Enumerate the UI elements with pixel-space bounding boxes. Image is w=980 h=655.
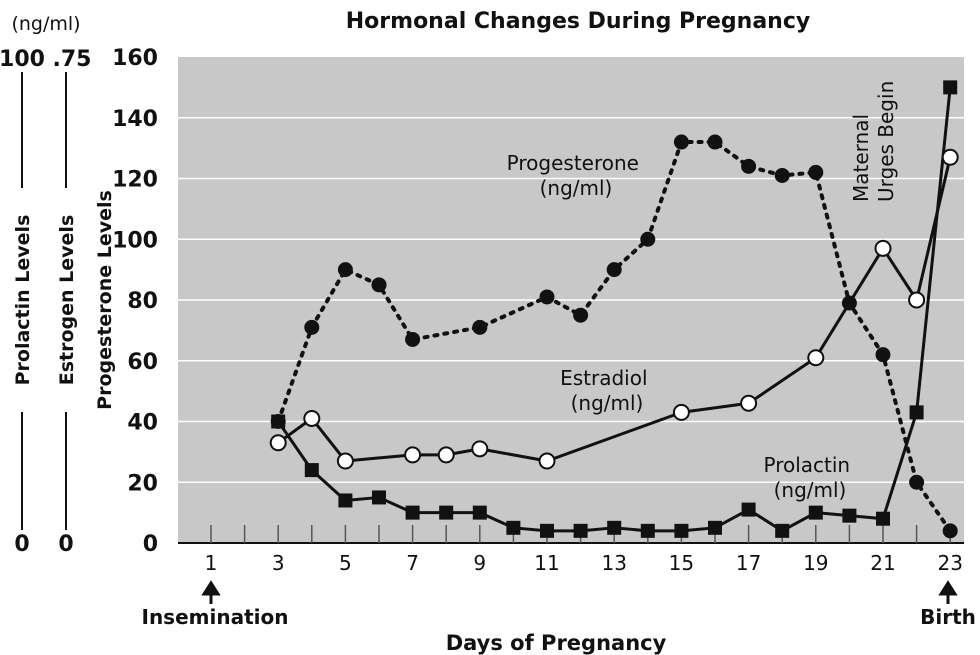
- prolactin-point: [640, 523, 655, 538]
- prolactin-point: [405, 505, 420, 520]
- x-tick-label: 21: [870, 551, 895, 575]
- birth-marker: Birth: [920, 580, 976, 629]
- prolactin-point: [506, 520, 521, 535]
- prolactin-axis-label: Prolactin Levels: [12, 215, 34, 386]
- progesterone-point: [337, 262, 353, 278]
- progesterone-point: [741, 158, 757, 174]
- y-tick-label: 160: [112, 46, 158, 71]
- maternal-urges-line-2: Urges Begin: [874, 81, 898, 202]
- y-axis-ticks: 0 20 40 60 80 100 120 140 160: [112, 46, 158, 557]
- y-tick-label: 40: [127, 411, 158, 436]
- prolactin-point: [909, 405, 924, 420]
- prolactin-point: [943, 80, 958, 95]
- prolactin-point: [741, 502, 756, 517]
- prolactin-point: [607, 520, 622, 535]
- estradiol-point: [908, 291, 926, 309]
- prolactin-point: [472, 505, 487, 520]
- progesterone-point: [606, 262, 622, 278]
- prolactin-point: [775, 523, 790, 538]
- prolactin-point: [573, 523, 588, 538]
- y-tick-label: 80: [127, 289, 158, 314]
- x-tick-label: 17: [736, 551, 761, 575]
- progesterone-point: [640, 231, 656, 247]
- prolactin-axis-top: 100: [0, 47, 45, 72]
- x-tick-label: 5: [339, 551, 352, 575]
- estradiol-point: [303, 409, 321, 427]
- progesterone-point: [774, 167, 790, 183]
- progesterone-point: [909, 474, 925, 490]
- progesterone-point: [875, 347, 891, 363]
- estrogen-axis-top: .75: [53, 47, 92, 72]
- maternal-urges-line-1: Maternal: [849, 114, 873, 202]
- x-tick-label: 23: [937, 551, 962, 575]
- chart-title: Hormonal Changes During Pregnancy: [346, 9, 810, 34]
- prolactin-point: [708, 520, 722, 535]
- prolactin-point: [540, 523, 554, 538]
- progesterone-point: [304, 319, 320, 335]
- prolactin-point: [338, 493, 353, 508]
- x-axis-label: Days of Pregnancy: [446, 631, 667, 655]
- prolactin-point: [808, 505, 823, 520]
- estradiol-point: [874, 239, 892, 257]
- progesterone-point: [707, 134, 723, 150]
- estradiol-point: [336, 452, 354, 470]
- progesterone-point: [405, 331, 421, 347]
- birth-label: Birth: [920, 605, 976, 629]
- estradiol-label: Estradiol (ng/ml): [560, 366, 654, 415]
- estradiol-point: [672, 403, 690, 421]
- y-tick-label: 20: [127, 471, 158, 496]
- x-tick-label: 1: [205, 551, 218, 575]
- estradiol-point: [941, 148, 959, 166]
- progesterone-point: [472, 319, 488, 335]
- progesterone-axis-label: Progesterone Levels: [94, 190, 116, 410]
- estradiol-point: [404, 446, 422, 464]
- estradiol-point: [437, 446, 455, 464]
- prolactin-point: [439, 505, 454, 520]
- prolactin-point: [271, 414, 286, 429]
- unit-label: (ng/ml): [11, 13, 80, 35]
- estradiol-point: [740, 394, 758, 412]
- estrogen-axis-label: Estrogen Levels: [56, 215, 78, 386]
- progesterone-label: Progesterone (ng/ml): [507, 151, 646, 200]
- x-tick-label: 13: [601, 551, 626, 575]
- x-tick-label: 7: [406, 551, 419, 575]
- progesterone-point: [371, 277, 387, 293]
- insemination-marker: Insemination: [142, 580, 289, 629]
- y-tick-label: 120: [112, 168, 158, 193]
- progesterone-point: [841, 295, 857, 311]
- estradiol-point: [471, 440, 489, 458]
- x-tick-label: 15: [669, 551, 694, 575]
- estrogen-axis-bottom: 0: [58, 532, 73, 557]
- prolactin-point: [674, 523, 689, 538]
- progesterone-point: [808, 164, 824, 180]
- x-tick-label: 9: [473, 551, 486, 575]
- insemination-arrow-icon: [201, 580, 221, 604]
- prolactin-point: [842, 508, 857, 523]
- prolactin-point: [372, 490, 386, 505]
- y-tick-label: 100: [112, 228, 158, 253]
- x-tick-label: 11: [534, 551, 559, 575]
- prolactin-point: [876, 511, 890, 526]
- progesterone-point: [573, 307, 589, 323]
- x-tick-label: 3: [272, 551, 285, 575]
- prolactin-axis-bottom: 0: [14, 532, 29, 557]
- progesterone-point: [673, 134, 689, 150]
- birth-arrow-icon: [938, 580, 958, 604]
- x-tick-label: 19: [803, 551, 828, 575]
- insemination-label: Insemination: [142, 605, 289, 629]
- prolactin-label: Prolactin (ng/ml): [764, 453, 857, 502]
- progesterone-point: [942, 523, 958, 539]
- maternal-urges-annotation: Maternal Urges Begin: [849, 81, 898, 202]
- series-layer: [269, 80, 959, 539]
- y-tick-label: 0: [143, 532, 158, 557]
- prolactin-point: [304, 463, 319, 478]
- x-axis-ticks: 1 3 5 7 9 11 13 15 17 19 21 23: [205, 525, 963, 575]
- estradiol-point: [538, 452, 556, 470]
- progesterone-point: [539, 289, 555, 305]
- y-tick-label: 60: [127, 350, 158, 375]
- estradiol-point: [807, 349, 825, 367]
- estradiol-point: [269, 434, 287, 452]
- y-tick-label: 140: [112, 107, 158, 132]
